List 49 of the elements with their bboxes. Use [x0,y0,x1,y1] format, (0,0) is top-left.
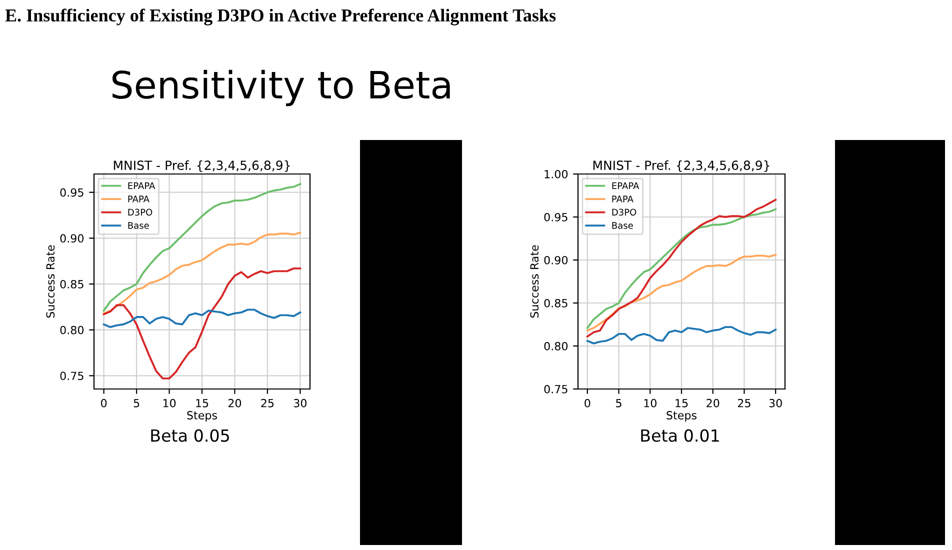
x-tick-label: 25 [738,398,750,408]
text: Beta 0.01 [641,429,719,442]
y-tick-label: 0.90 [60,234,84,243]
x-tick-label: 0 [101,398,107,408]
text: Beta 0.05 [151,429,229,442]
x-tick-label: 20 [706,398,720,408]
line-series [102,232,302,314]
x-tick-label: 5 [616,399,622,408]
legend-label: PAPA [612,196,634,202]
y-tick-label: 0.85 [60,280,84,288]
y-tick-label: 0.75 [60,372,84,380]
legend-label: Base [612,222,633,229]
legend-label: EPAPA [612,182,640,189]
y-axis-title: Success Rate [530,245,539,318]
x-tick-label: 25 [261,398,274,408]
x-tick-label: 30 [294,398,307,408]
x-axis-title: Steps [666,411,696,422]
x-axis-title: Steps [187,411,217,422]
y-tick-label: 1.00 [544,170,568,178]
x-tick-label: 0 [584,398,590,408]
y-tick-label: 0.95 [60,188,84,197]
line-series [102,308,302,328]
chart-title: MNIST - Pref. {2,3,4,5,6,8,9} [114,160,290,172]
y-tick-label: 0.80 [544,342,568,350]
y-tick-label: 0.90 [544,256,568,264]
x-tick-label: 10 [163,398,176,408]
legend-label: PAPA [128,196,150,202]
y-tick-label: 0.85 [544,298,568,308]
line-series [586,326,777,344]
x-tick-label: 10 [644,398,656,408]
chart-title: MNIST - Pref. {2,3,4,5,6,8,9} [593,160,770,172]
line-series [102,267,302,380]
x-tick-label: 15 [196,399,208,408]
legend-label: D3PO [612,208,636,216]
text: E. Insufficiency of Existing D3PO in Active Preference Alignment Tasks [5,8,556,26]
y-tick-label: 0.95 [544,212,568,222]
legend-label: D3PO [128,208,152,216]
line-series [102,183,302,312]
x-tick-label: 30 [769,398,782,408]
y-axis-title: Success Rate [46,245,55,318]
x-tick-label: 20 [228,398,242,408]
x-tick-label: 15 [676,399,688,408]
line-series [586,254,777,332]
legend-label: EPAPA [128,182,156,189]
y-tick-label: 0.75 [544,384,568,394]
y-tick-label: 0.80 [60,326,84,334]
legend-label: Base [128,222,149,229]
x-tick-label: 5 [134,399,140,408]
text: Sensitivity to Beta [112,70,450,106]
